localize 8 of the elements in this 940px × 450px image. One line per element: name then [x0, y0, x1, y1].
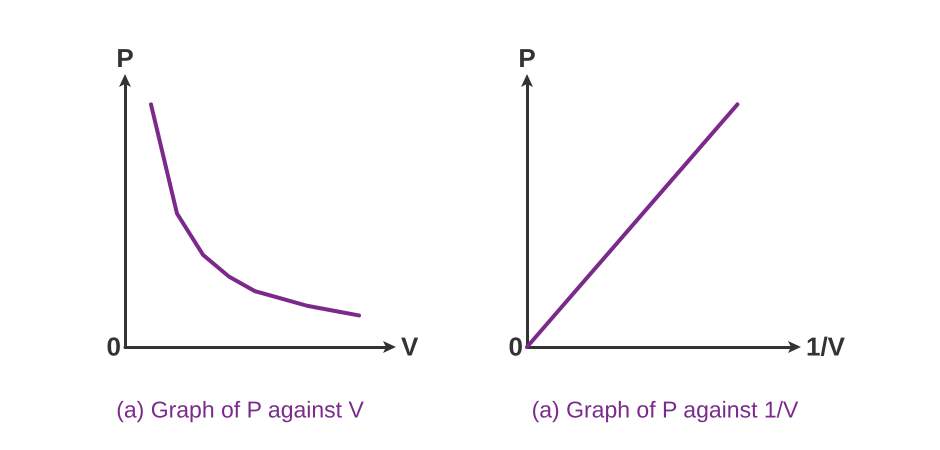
text: (a) Graph of P against V	[116, 396, 364, 424]
y-axis-title: P	[116, 43, 134, 73]
text: 0	[508, 332, 523, 362]
y-axis-title: P	[518, 43, 536, 73]
text: (a) Graph of P against 1/V	[532, 396, 798, 424]
text: 0	[106, 332, 121, 362]
x-axis-title: 1/V	[806, 332, 846, 362]
x-axis-title: V	[401, 332, 418, 362]
